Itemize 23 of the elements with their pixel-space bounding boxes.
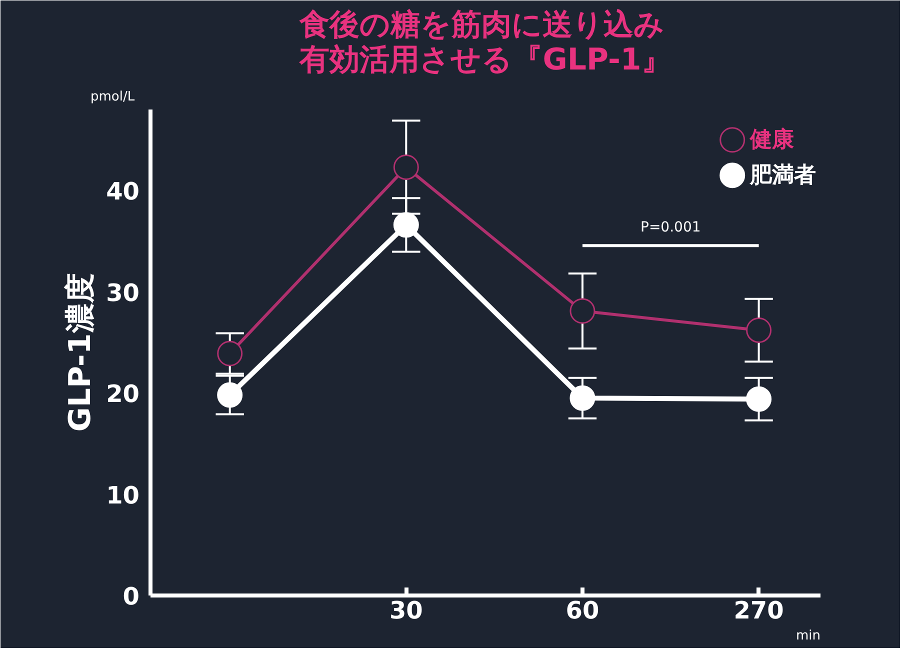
point [217, 340, 243, 366]
y-tick-label: 0 [122, 582, 140, 610]
point [393, 154, 419, 180]
legend-label: 健康 [748, 126, 794, 152]
text: pmol/L [90, 90, 136, 104]
annotation: P=0.001 [640, 219, 701, 236]
point [217, 382, 243, 408]
y-tick-label: 10 [106, 481, 140, 510]
x-tick-label: 30 [389, 596, 423, 624]
y-tick-label: 40 [106, 178, 140, 206]
x-tick-label: 270 [734, 596, 784, 624]
y-tick-label: 30 [106, 278, 140, 307]
point [393, 212, 419, 238]
x-tick-label: 60 [566, 596, 600, 624]
y-axis-title: GLP-1濃度 [63, 273, 98, 432]
point [570, 298, 596, 324]
point [746, 386, 772, 412]
legend-label: 肥満者 [748, 162, 816, 188]
y-tick-label: 20 [106, 380, 140, 408]
chart-title: 食後の糖を筋肉に送り込み有効活用させる『GLP-1』 [298, 8, 672, 78]
point [746, 318, 772, 343]
text: min [796, 628, 820, 644]
point [570, 385, 596, 411]
